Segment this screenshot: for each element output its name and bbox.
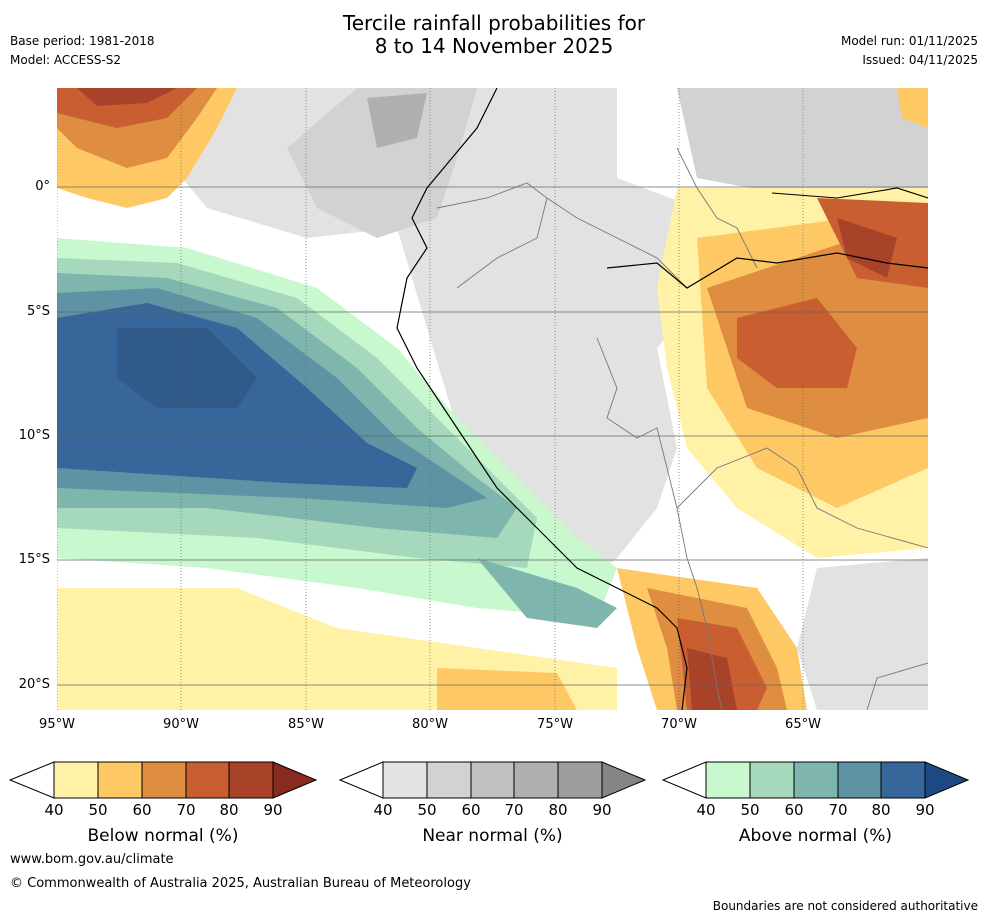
above-normal-pacific-6	[117, 328, 257, 408]
below-normal-south-4	[687, 648, 737, 710]
colorbar-below-tick: 70	[176, 801, 196, 819]
colorbar-near-low-arrow	[338, 761, 384, 799]
graticule	[57, 88, 928, 710]
colorbar-below-low-arrow	[8, 761, 55, 799]
colorbar-above-swatch	[705, 761, 751, 799]
colorbar-near-tick: 90	[592, 801, 612, 819]
website-link[interactable]: www.bom.gov.au/climate	[10, 852, 174, 867]
colorbar-near-tick: 60	[461, 801, 481, 819]
lon-label: 75°W	[537, 717, 573, 732]
colorbar-near-swatch	[382, 761, 428, 799]
title-line-1: Tercile rainfall probabilities for	[342, 11, 646, 35]
colorbar-above-swatch	[749, 761, 795, 799]
near-normal-se	[797, 558, 928, 710]
colorbar-above-tick: 40	[696, 801, 716, 819]
colorbar-near-swatch	[513, 761, 559, 799]
lon-label: 85°W	[288, 717, 324, 732]
border-chile-bolivia	[696, 587, 723, 710]
amazon-river	[606, 252, 928, 289]
lon-label: 80°W	[412, 717, 448, 732]
colorbar-below-title: Below normal (%)	[87, 826, 239, 846]
meta-right: Model run: 01/11/2025 Issued: 04/11/2025	[841, 32, 978, 70]
colorbar-below-tick: 80	[219, 801, 239, 819]
colorbar-above-high-arrow	[924, 761, 970, 799]
lat-label: 0°	[35, 179, 50, 194]
base-period: Base period: 1981-2018	[10, 34, 155, 48]
border-colombia-peru	[546, 197, 688, 289]
colorbar-above-tick: 60	[784, 801, 804, 819]
colorbar-near	[338, 761, 647, 799]
colorbar-above-tick: 50	[740, 801, 760, 819]
colorbar-above-swatch	[793, 761, 839, 799]
colorbar-below-tick: 90	[263, 801, 283, 819]
colorbar-below-swatch	[141, 761, 187, 799]
colorbar-above	[661, 761, 970, 799]
colorbar-above-low-arrow	[661, 761, 707, 799]
near-normal-east	[677, 88, 928, 193]
colorbar-above-tick: 90	[915, 801, 935, 819]
colorbar-near-tick: 40	[373, 801, 393, 819]
colorbars	[8, 761, 970, 799]
lon-label: 90°W	[163, 717, 199, 732]
lat-label: 20°S	[18, 677, 50, 692]
colorbar-near-swatch	[470, 761, 515, 799]
colorbar-below-swatch	[228, 761, 274, 799]
near-normal-region	[147, 88, 707, 588]
colorbar-above-title: Above normal (%)	[738, 826, 893, 846]
colorbar-below-high-arrow	[272, 761, 318, 799]
colorbar-near-swatch	[557, 761, 603, 799]
lat-label: 15°S	[18, 552, 50, 567]
colorbar-below-swatch	[53, 761, 99, 799]
colorbar-above-tick: 80	[871, 801, 891, 819]
colorbar-near-title: Near normal (%)	[422, 826, 563, 846]
colorbar-below-tick: 60	[132, 801, 152, 819]
colorbar-below-tick: 40	[44, 801, 64, 819]
upper-river	[771, 187, 928, 199]
coastline	[396, 88, 688, 710]
probability-map	[57, 88, 928, 710]
disclaimer-text: Boundaries are not considered authoritat…	[712, 899, 978, 913]
colorbar-above-tick: 70	[828, 801, 848, 819]
below-normal-pacific-2	[437, 668, 577, 710]
country-borders	[436, 147, 928, 710]
colorbar-above-swatch	[837, 761, 882, 799]
colorbar-near-high-arrow	[601, 761, 647, 799]
model-name: Model: ACCESS-S2	[10, 53, 122, 67]
map-canvas	[57, 88, 928, 710]
colorbar-below-swatch	[185, 761, 230, 799]
colorbar-below-tick: 50	[88, 801, 108, 819]
colorbar-above-swatch	[880, 761, 926, 799]
chart-title: Tercile rainfall probabilities for 8 to …	[0, 12, 988, 58]
border-colombia-venezuela	[676, 147, 758, 269]
lon-label: 95°W	[39, 717, 75, 732]
title-line-2: 8 to 14 November 2025	[374, 34, 614, 58]
colorbar-near-tick: 80	[548, 801, 568, 819]
model-run: Model run: 01/11/2025	[840, 34, 978, 48]
below-normal-east-4	[737, 298, 857, 388]
below-normal-ne	[897, 88, 928, 128]
lon-label: 70°W	[661, 717, 697, 732]
border-paraguay	[866, 662, 928, 710]
copyright-text: © Commonwealth of Australia 2025, Austra…	[10, 876, 471, 891]
lat-label: 5°S	[26, 304, 50, 319]
colorbar-below	[8, 761, 318, 799]
lat-label: 10°S	[18, 428, 50, 443]
colorbar-below-swatch	[97, 761, 143, 799]
below-normal-east-6	[837, 218, 897, 278]
lon-label: 65°W	[785, 717, 821, 732]
colorbar-near-swatch	[426, 761, 472, 799]
issued-date: Issued: 04/11/2025	[862, 53, 978, 67]
border-peru-brazil	[596, 337, 698, 589]
colorbar-near-tick: 50	[417, 801, 437, 819]
above-normal-coast	[477, 558, 617, 628]
border-bolivia-brazil	[676, 447, 928, 549]
near-normal-mid	[287, 88, 477, 238]
near-normal-high	[367, 93, 427, 148]
below-normal-nw-4	[77, 88, 177, 106]
colorbar-near-tick: 70	[504, 801, 524, 819]
meta-left: Base period: 1981-2018 Model: ACCESS-S2	[10, 32, 155, 70]
